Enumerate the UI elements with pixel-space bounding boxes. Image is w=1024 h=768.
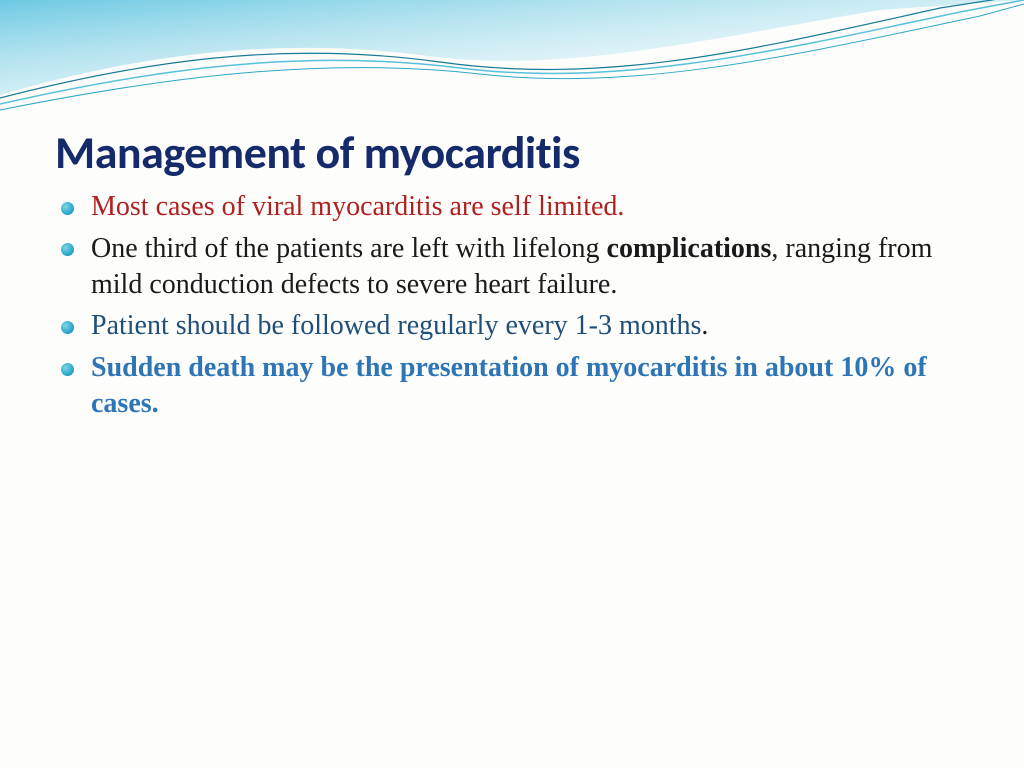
text-run: Most cases of viral myocarditis are self… [91,191,624,222]
text-run: . [701,310,708,341]
bullet-item: Patient should be followed regularly eve… [55,308,969,344]
text-run: Sudden death may be the presentation of … [91,352,927,419]
bullet-item: Sudden death may be the presentation of … [55,350,969,422]
slide-title: Management of myocarditis [55,125,969,181]
slide-content: Management of myocarditis Most cases of … [55,125,969,428]
bullet-item: Most cases of viral myocarditis are self… [55,189,969,225]
bullet-list: Most cases of viral myocarditis are self… [55,189,969,422]
text-run: complications [607,233,772,264]
text-run: One third of the patients are left with … [91,233,607,264]
text-run: Patient should be followed regularly eve… [91,310,701,341]
bullet-item: One third of the patients are left with … [55,231,969,303]
